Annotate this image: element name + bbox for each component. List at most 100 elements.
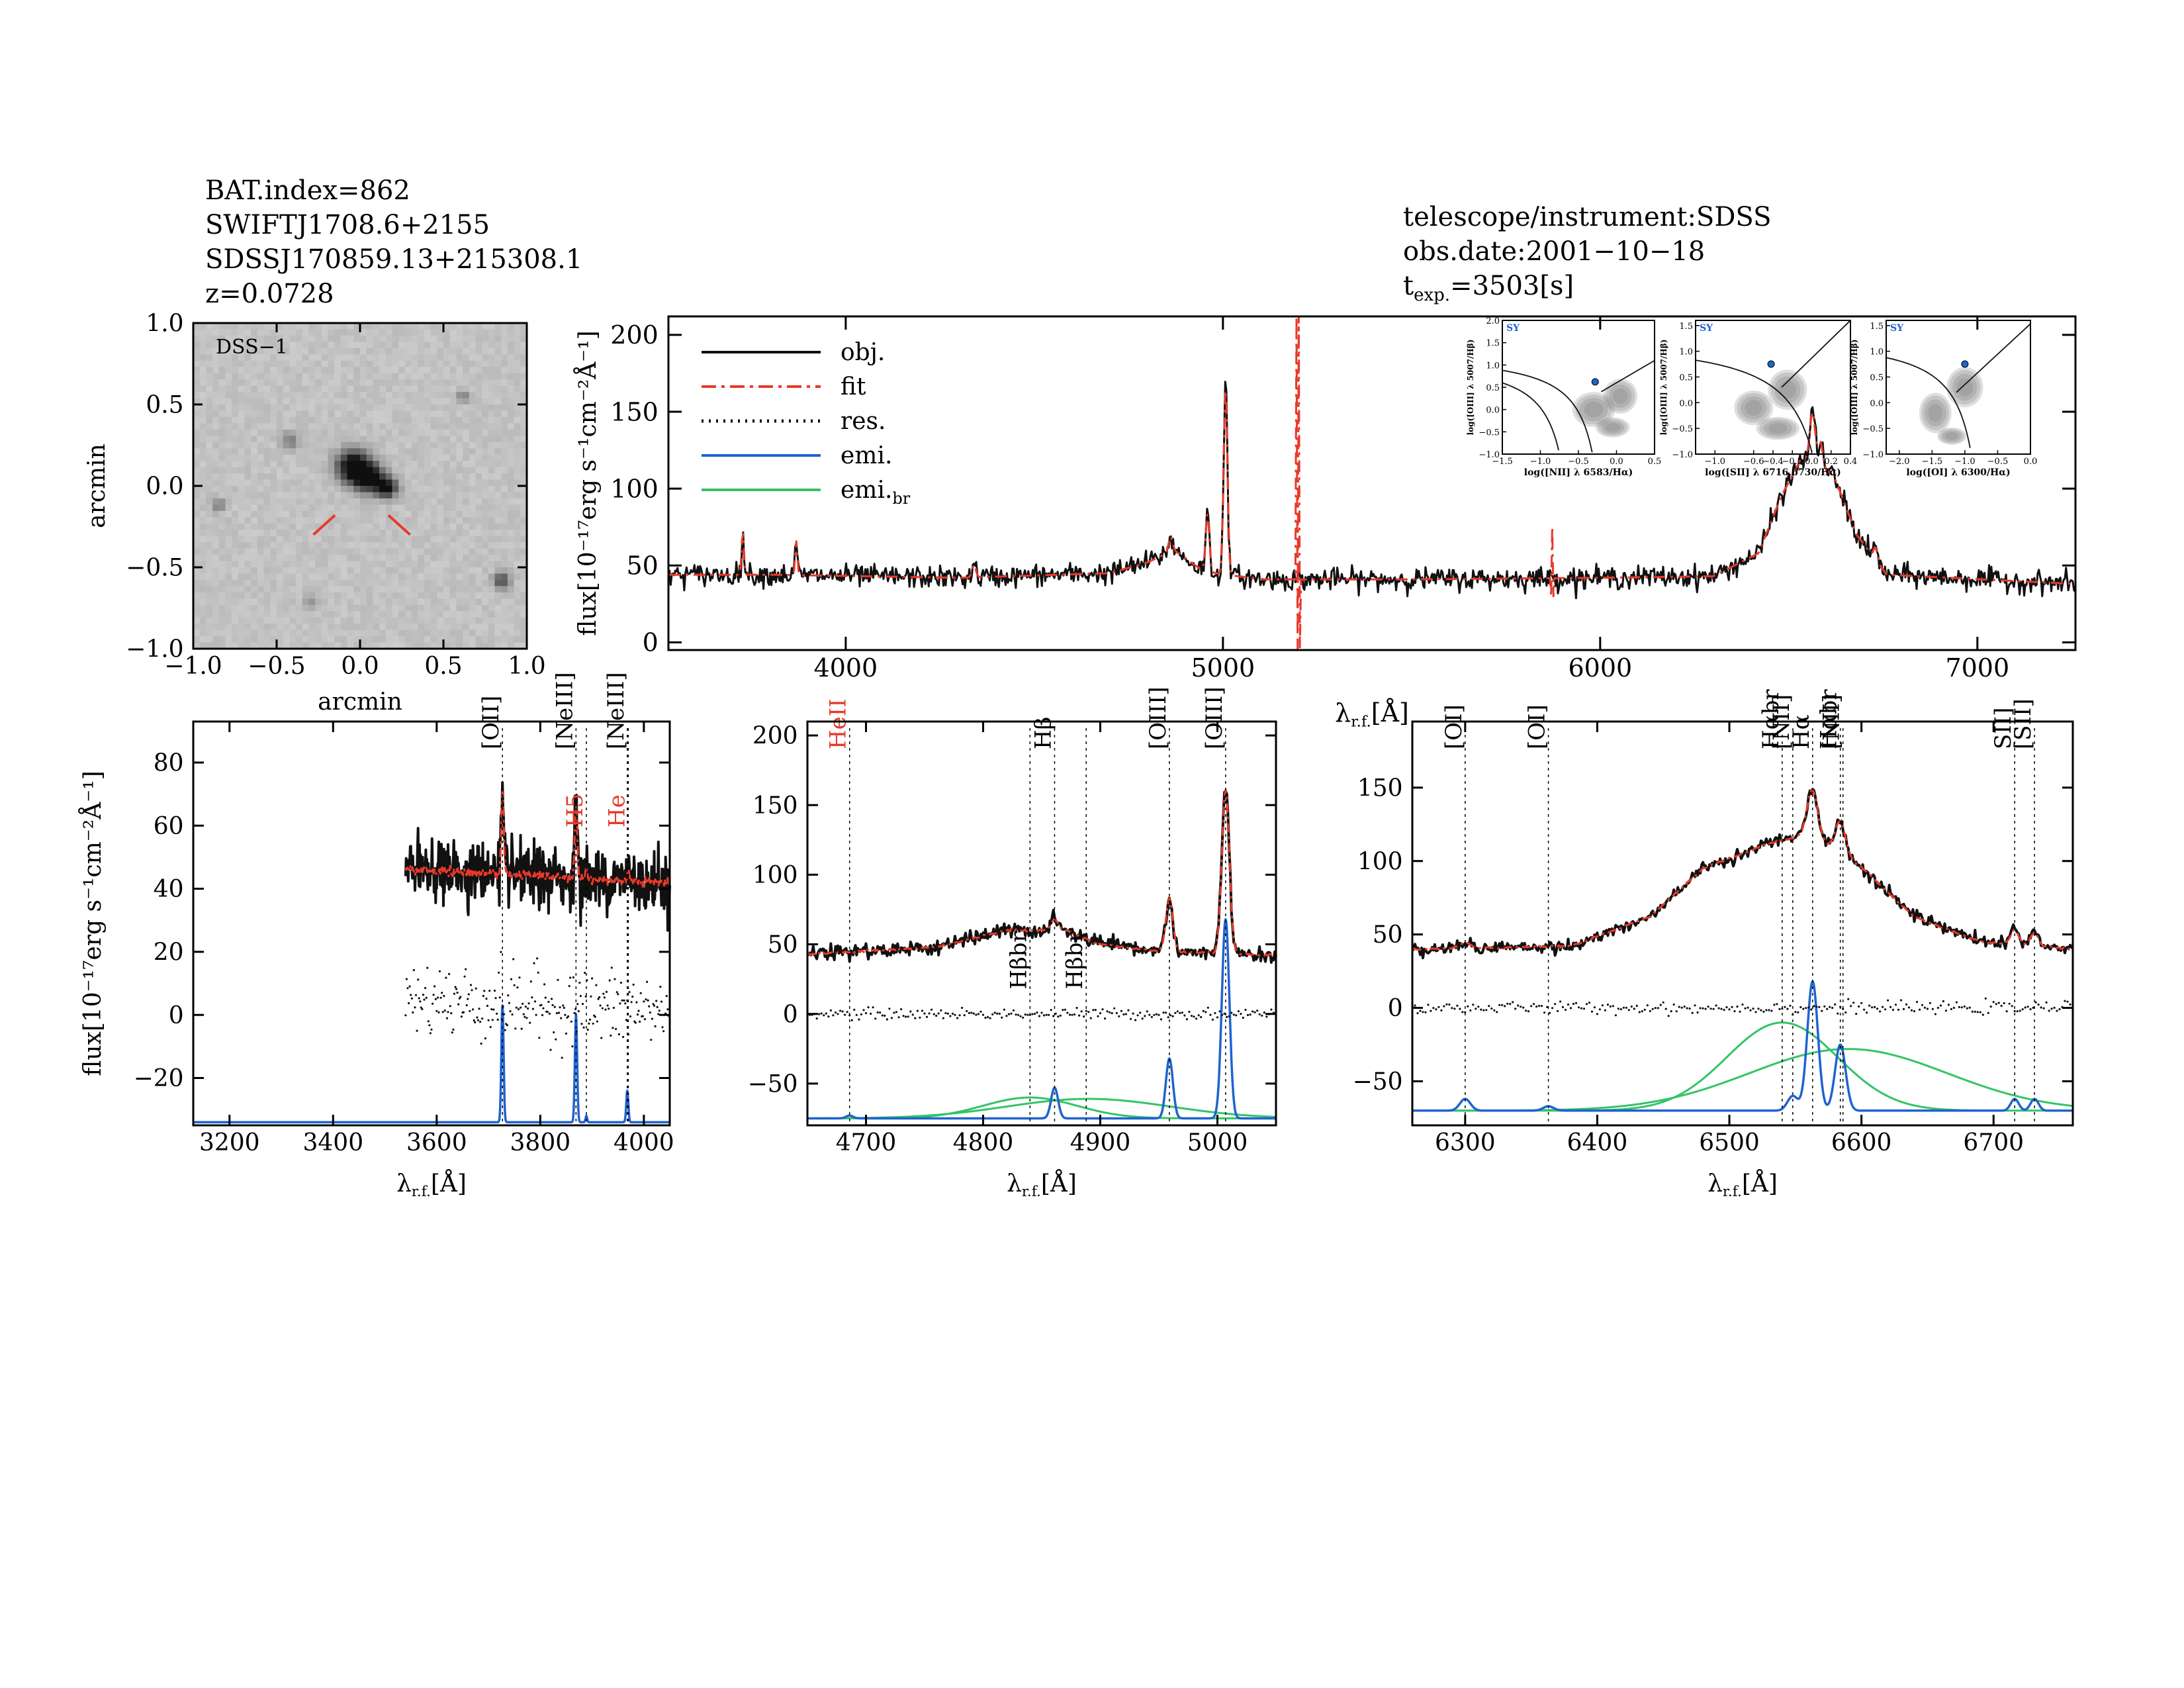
image-pixel bbox=[437, 416, 444, 424]
p2-residual-point bbox=[855, 1013, 858, 1016]
image-pixel bbox=[501, 530, 508, 537]
p1-residual-point bbox=[424, 987, 427, 990]
image-pixel bbox=[225, 373, 232, 380]
image-pixel bbox=[475, 367, 482, 374]
image-pixel bbox=[212, 598, 220, 606]
p1-residual-point bbox=[498, 996, 501, 999]
image-pixel bbox=[334, 442, 341, 449]
legend-text: fit bbox=[841, 373, 866, 400]
image-pixel bbox=[206, 486, 213, 493]
image-pixel bbox=[315, 423, 322, 430]
image-pixel bbox=[289, 385, 296, 393]
image-pixel bbox=[257, 517, 265, 524]
image-pixel bbox=[225, 604, 232, 612]
image-pixel bbox=[430, 624, 437, 631]
image-pixel bbox=[494, 385, 502, 393]
image-pixel bbox=[443, 467, 451, 474]
image-pixel bbox=[232, 385, 239, 393]
image-pixel bbox=[321, 636, 329, 643]
inset3-source-point bbox=[1961, 360, 1969, 368]
image-pixel bbox=[366, 348, 373, 355]
image-pixel bbox=[296, 398, 303, 405]
image-pixel bbox=[347, 392, 354, 399]
image-pixel bbox=[437, 461, 444, 468]
p1-residual-point bbox=[518, 976, 521, 979]
image-pixel bbox=[404, 461, 412, 468]
p1-residual-point bbox=[649, 1011, 651, 1014]
image-pixel bbox=[308, 548, 316, 555]
inset2-xtick-label: 0.2 bbox=[1824, 457, 1838, 467]
image-pixel bbox=[360, 379, 367, 387]
image-pixel bbox=[251, 536, 258, 543]
p2-obj-line bbox=[807, 790, 1277, 964]
image-pixel bbox=[238, 436, 246, 443]
image-pixel bbox=[308, 579, 316, 586]
image-pixel bbox=[418, 448, 425, 455]
image-pixel bbox=[404, 379, 412, 387]
image-pixel bbox=[328, 354, 335, 361]
image-pixel bbox=[289, 392, 296, 399]
image-pixel bbox=[501, 642, 508, 649]
p1-residual-point bbox=[562, 1004, 565, 1007]
image-pixel bbox=[404, 604, 412, 612]
image-pixel bbox=[437, 611, 444, 618]
p1-residual-point bbox=[527, 1007, 529, 1010]
p2-residual-point bbox=[1092, 1009, 1095, 1011]
image-pixel bbox=[315, 385, 322, 393]
image-pixel bbox=[315, 379, 322, 387]
inset2-ytick-label: −0.5 bbox=[1672, 424, 1693, 434]
image-pixel bbox=[263, 373, 271, 380]
image-pixel bbox=[244, 604, 251, 612]
p1-residual-point bbox=[460, 1015, 463, 1018]
image-pixel bbox=[193, 329, 201, 336]
image-pixel bbox=[411, 536, 418, 543]
p1-residual-point bbox=[429, 1032, 432, 1035]
image-pixel bbox=[206, 429, 213, 436]
p2-residual-point bbox=[1066, 1011, 1069, 1014]
image-pixel bbox=[334, 586, 341, 593]
image-pixel bbox=[263, 416, 271, 424]
image-pixel bbox=[257, 479, 265, 487]
image-pixel bbox=[328, 373, 335, 380]
image-pixel bbox=[424, 486, 432, 493]
p2-residual-point bbox=[1075, 1007, 1078, 1009]
p3-residual-point bbox=[1794, 1011, 1797, 1013]
image-pixel bbox=[225, 392, 232, 399]
image-pixel bbox=[514, 611, 521, 618]
image-pixel bbox=[411, 367, 418, 374]
image-pixel bbox=[418, 579, 425, 586]
p3-residual-point bbox=[2064, 1000, 2066, 1002]
image-pixel bbox=[360, 461, 367, 468]
image-pixel bbox=[385, 592, 393, 599]
image-pixel bbox=[373, 486, 380, 493]
image-pixel bbox=[424, 416, 432, 424]
image-pixel bbox=[347, 630, 354, 637]
image-pixel bbox=[501, 342, 508, 349]
image-pixel bbox=[385, 642, 393, 649]
image-pixel bbox=[392, 410, 399, 418]
p1-residual-point bbox=[551, 998, 553, 1000]
image-pixel bbox=[385, 442, 393, 449]
p1-residual-point bbox=[588, 1022, 590, 1025]
image-pixel bbox=[404, 404, 412, 412]
image-pixel bbox=[507, 360, 515, 367]
image-pixel bbox=[270, 392, 277, 399]
inset2-density-contour bbox=[1756, 416, 1800, 440]
image-pixel bbox=[437, 423, 444, 430]
image-pixel bbox=[366, 423, 373, 430]
image-pixel bbox=[411, 442, 418, 449]
image-pixel bbox=[437, 586, 444, 593]
image-pixel bbox=[430, 492, 437, 499]
p2-residual-point bbox=[925, 1015, 929, 1018]
image-pixel bbox=[257, 454, 265, 461]
image-pixel bbox=[257, 442, 265, 449]
image-pixel bbox=[225, 461, 232, 468]
image-pixel bbox=[347, 416, 354, 424]
image-pixel bbox=[225, 479, 232, 487]
image-pixel bbox=[308, 398, 316, 405]
image-pixel bbox=[321, 604, 329, 612]
image-pixel bbox=[289, 379, 296, 387]
image-pixel bbox=[353, 410, 361, 418]
p3-residual-point bbox=[1754, 1011, 1757, 1013]
image-pixel bbox=[373, 642, 380, 649]
